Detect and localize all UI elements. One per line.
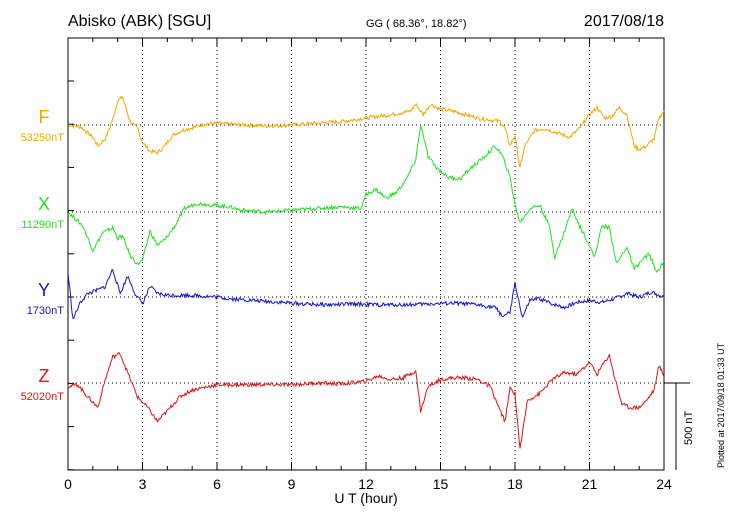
x-tick-label: 18 — [507, 476, 523, 492]
x-tick-label: 24 — [656, 476, 672, 492]
x-tick-labels: 0 3 6 9 12 15 18 21 24 — [64, 476, 672, 492]
x-tick-label: 9 — [288, 476, 296, 492]
series-labels: F 53250nT X 11290nT Y 1730nT Z 52020nT — [21, 107, 65, 403]
plotted-at-footnote: Plotted at 2017/09/18 01:33 UT — [716, 342, 726, 468]
baseline-value-f: 53250nT — [21, 132, 65, 144]
series-name-x: X — [38, 194, 50, 214]
series-name-y: Y — [38, 280, 50, 300]
series-name-z: Z — [39, 366, 50, 386]
series-line-z — [67, 352, 665, 449]
grid-lines — [142, 38, 590, 470]
x-tick-label: 15 — [433, 476, 449, 492]
series-line-x — [67, 124, 665, 273]
x-tick-label: 12 — [358, 476, 374, 492]
scale-bar: 500 nT — [664, 382, 695, 470]
x-tick-label: 0 — [64, 476, 72, 492]
series-line-y — [67, 269, 665, 319]
series-line-f — [67, 95, 665, 168]
series-name-f: F — [39, 107, 50, 127]
x-axis-label: U T (hour) — [334, 490, 397, 506]
x-tick-label: 21 — [582, 476, 598, 492]
baseline-lines — [68, 124, 664, 384]
plot-date: 2017/08/18 — [584, 13, 664, 30]
baseline-value-z: 52020nT — [21, 391, 65, 403]
baseline-value-y: 1730nT — [27, 305, 65, 317]
series-lines — [67, 95, 665, 449]
x-tick-label: 6 — [213, 476, 221, 492]
station-coordinates: GG ( 68.36°, 18.82°) — [366, 18, 467, 30]
station-title: Abisko (ABK) [SGU] — [68, 13, 211, 30]
x-axis-ticks — [67, 38, 665, 471]
scale-bar-label: 500 nT — [683, 410, 695, 445]
x-tick-label: 3 — [139, 476, 147, 492]
baseline-value-x: 11290nT — [21, 219, 64, 231]
